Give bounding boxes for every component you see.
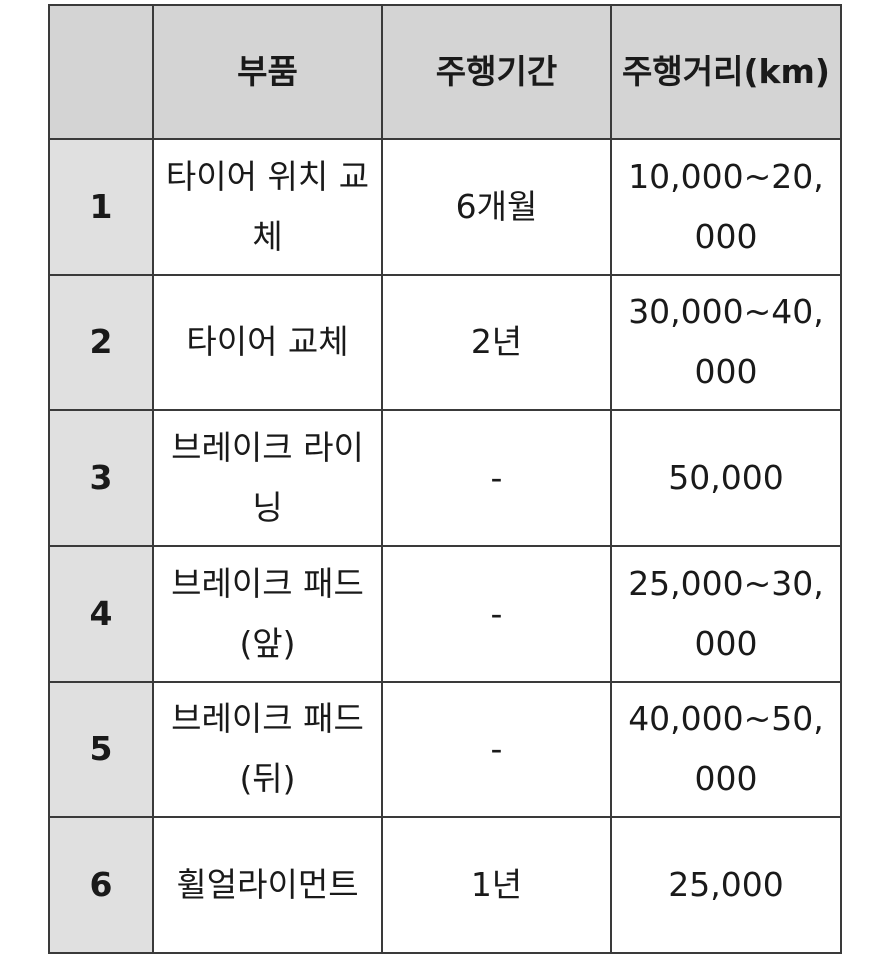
period-cell: - [381,680,612,819]
part-cell: 타이어 교체 [152,273,383,412]
period-cell: - [381,409,612,547]
part-cell: 브레이크 패드(앞) [152,544,383,683]
part-cell: 휠얼라이먼트 [152,816,383,954]
part-cell: 브레이크 패드(뒤) [152,680,383,819]
part-cell: 브레이크 라이닝 [152,409,383,547]
distance-cell: 30,000~40,000 [610,273,842,412]
distance-cell: 25,000~30,000 [610,544,842,683]
part-cell: 타이어 위치 교체 [152,138,383,276]
distance-cell: 25,000 [610,816,842,954]
table-row: 6 휠얼라이먼트 1년 25,000 [48,816,842,954]
header-part: 부품 [152,4,383,140]
row-number: 5 [48,680,154,819]
table-row: 2 타이어 교체 2년 30,000~40,000 [48,273,842,412]
table-row: 3 브레이크 라이닝 - 50,000 [48,409,842,547]
row-number: 3 [48,409,154,547]
row-number: 4 [48,544,154,683]
table-row: 1 타이어 위치 교체 6개월 10,000~20,000 [48,138,842,276]
header-distance: 주행거리(km) [610,4,842,140]
header-period: 주행기간 [381,4,612,140]
distance-cell: 10,000~20,000 [610,138,842,276]
header-index [48,4,154,140]
distance-cell: 50,000 [610,409,842,547]
distance-cell: 40,000~50,000 [610,680,842,819]
table-row: 5 브레이크 패드(뒤) - 40,000~50,000 [48,680,842,819]
row-number: 1 [48,138,154,276]
maintenance-table-container: 부품 주행기간 주행거리(km) 1 타이어 위치 교체 6개월 10,000~… [48,4,842,954]
period-cell: 6개월 [381,138,612,276]
period-cell: - [381,544,612,683]
period-cell: 2년 [381,273,612,412]
row-number: 2 [48,273,154,412]
table-row: 4 브레이크 패드(앞) - 25,000~30,000 [48,544,842,683]
maintenance-table: 부품 주행기간 주행거리(km) 1 타이어 위치 교체 6개월 10,000~… [48,4,842,954]
header-row: 부품 주행기간 주행거리(km) [48,4,842,140]
period-cell: 1년 [381,816,612,954]
row-number: 6 [48,816,154,954]
